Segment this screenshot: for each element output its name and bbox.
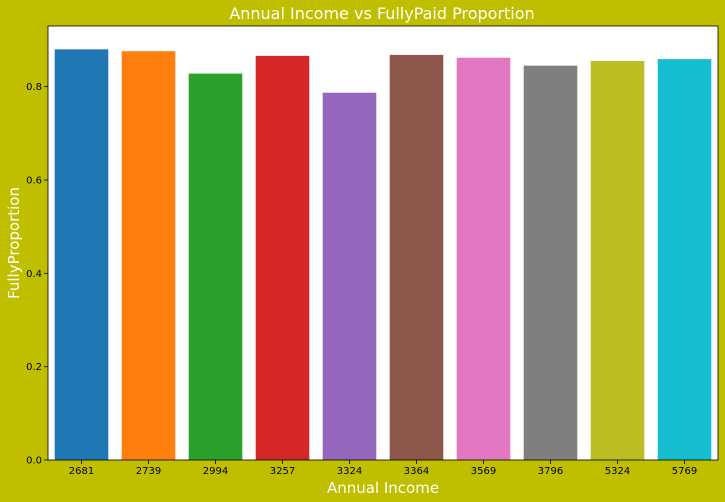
y-axis-label: FullyProportion (5, 187, 23, 299)
chart-title: Annual Income vs FullyPaid Proportion (229, 4, 534, 23)
bar-3796 (523, 65, 578, 461)
bars-group (54, 49, 712, 461)
y-tick-label: 0.4 (26, 269, 42, 280)
y-tick-label: 0.8 (26, 82, 42, 93)
x-axis-label: Annual Income (327, 479, 439, 497)
x-tick-label: 5324 (605, 466, 630, 477)
axes-group: 2681 2739 2994 3257 3324 3364 3569 3796 5324 5769… (26, 25, 719, 477)
x-tick-label: 2739 (136, 466, 161, 477)
x-tick-label: 3364 (404, 466, 429, 477)
bar-3569 (456, 57, 511, 460)
x-tick-label: 3324 (337, 466, 362, 477)
y-tick-label: 0.2 (26, 362, 42, 373)
y-tick-label: 0.6 (26, 176, 42, 187)
x-tick-label: 3796 (538, 466, 563, 477)
bar-2994 (188, 73, 243, 460)
y-tick-label: 0.0 (26, 456, 42, 467)
bar-2739 (121, 51, 176, 460)
x-tick-label: 2681 (69, 466, 94, 477)
bar-3364 (389, 54, 444, 461)
x-tick-label: 2994 (203, 466, 228, 477)
x-tick-label: 3257 (270, 466, 295, 477)
bar-3257 (255, 55, 310, 461)
bar-3324 (322, 92, 377, 460)
bar-5769 (657, 59, 712, 460)
bar-2681 (54, 49, 109, 460)
plot-frame (47, 25, 719, 461)
bar-5324 (590, 61, 645, 460)
x-tick-label: 3569 (471, 466, 496, 477)
x-tick-label: 5769 (672, 466, 697, 477)
